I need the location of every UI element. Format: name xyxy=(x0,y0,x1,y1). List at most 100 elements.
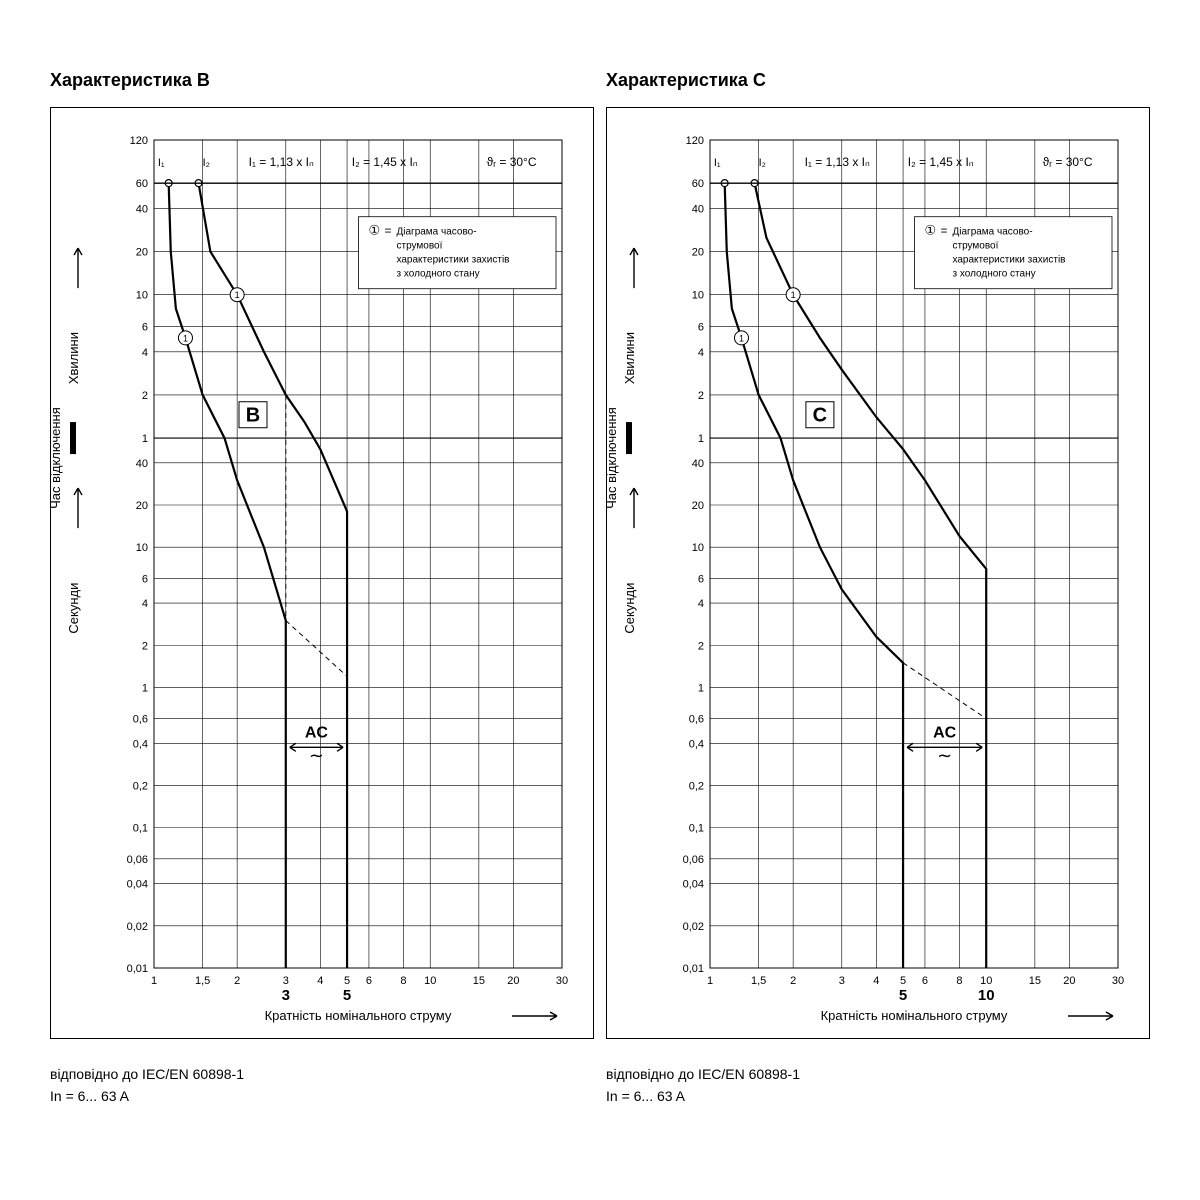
svg-text:10: 10 xyxy=(692,290,704,302)
svg-text:60: 60 xyxy=(136,178,148,190)
svg-text:20: 20 xyxy=(692,500,704,512)
svg-text:Час відключення: Час відключення xyxy=(51,407,63,509)
svg-text:I₁: I₁ xyxy=(158,157,165,169)
svg-chart-b: 11,5234568101520301246102040601200,010,0… xyxy=(51,108,593,1038)
svg-text:①: ① xyxy=(924,223,936,238)
svg-text:8: 8 xyxy=(956,975,962,987)
svg-text:Секунди: Секунди xyxy=(66,583,81,634)
title-b: Характеристика B xyxy=(50,70,594,91)
page: Характеристика B 11,52345681015203012461… xyxy=(0,0,1200,1200)
svg-text:1,5: 1,5 xyxy=(751,975,766,987)
svg-text:6: 6 xyxy=(142,573,148,585)
svg-text:1: 1 xyxy=(235,290,240,300)
svg-text:10: 10 xyxy=(980,975,992,987)
svg-text:40: 40 xyxy=(136,203,148,215)
svg-text:1: 1 xyxy=(698,433,704,445)
svg-text:1: 1 xyxy=(739,333,744,343)
svg-text:4: 4 xyxy=(698,347,704,359)
svg-text:1: 1 xyxy=(791,290,796,300)
svg-text:15: 15 xyxy=(1029,975,1041,987)
svg-text:0,6: 0,6 xyxy=(689,714,704,726)
chart-b: 11,5234568101520301246102040601200,010,0… xyxy=(50,107,594,1039)
panel-b: Характеристика B 11,52345681015203012461… xyxy=(50,70,594,1108)
svg-text:Хвилини: Хвилини xyxy=(622,332,637,384)
svg-text:1,5: 1,5 xyxy=(195,975,210,987)
svg-text:I₁ = 1,13 x Iₙ: I₁ = 1,13 x Iₙ xyxy=(249,155,314,169)
svg-text:20: 20 xyxy=(136,247,148,259)
svg-text:I₂ = 1,45 x Iₙ: I₂ = 1,45 x Iₙ xyxy=(352,155,418,169)
svg-text:0,6: 0,6 xyxy=(133,714,148,726)
svg-text:0,06: 0,06 xyxy=(127,854,148,866)
panel-c: Характеристика C 11,52345681015203012461… xyxy=(606,70,1150,1108)
svg-text:8: 8 xyxy=(400,975,406,987)
svg-text:AC: AC xyxy=(305,724,329,741)
svg-text:4: 4 xyxy=(142,598,148,610)
svg-text:B: B xyxy=(246,405,260,427)
footer-b-line2: In = 6... 63 A xyxy=(50,1085,594,1107)
panels-row: Характеристика B 11,52345681015203012461… xyxy=(0,0,1200,1108)
svg-text:120: 120 xyxy=(130,135,148,147)
svg-text:3: 3 xyxy=(282,987,290,1004)
svg-text:10: 10 xyxy=(424,975,436,987)
footer-c-line2: In = 6... 63 A xyxy=(606,1085,1150,1107)
svg-text:Час відключення: Час відключення xyxy=(607,407,619,509)
svg-text:5: 5 xyxy=(900,975,906,987)
svg-text:0,01: 0,01 xyxy=(127,963,148,975)
svg-text:∼: ∼ xyxy=(937,745,952,765)
svg-text:2: 2 xyxy=(142,640,148,652)
svg-text:3: 3 xyxy=(283,975,289,987)
svg-text:3: 3 xyxy=(839,975,845,987)
footer-c-line1: відповідно до IEC/EN 60898-1 xyxy=(606,1063,1150,1085)
svg-text:6: 6 xyxy=(922,975,928,987)
svg-text:характеристики захистів: характеристики захистів xyxy=(952,255,1065,266)
svg-chart-c: 11,5234568101520301246102040601200,010,0… xyxy=(607,108,1149,1038)
svg-text:60: 60 xyxy=(692,178,704,190)
svg-text:1: 1 xyxy=(142,682,148,694)
svg-text:6: 6 xyxy=(142,322,148,334)
svg-text:0,04: 0,04 xyxy=(127,879,148,891)
svg-text:40: 40 xyxy=(136,458,148,470)
svg-text:0,2: 0,2 xyxy=(133,781,148,793)
svg-text:5: 5 xyxy=(899,987,907,1004)
svg-text:40: 40 xyxy=(692,458,704,470)
svg-text:1: 1 xyxy=(183,333,188,343)
svg-text:①: ① xyxy=(368,223,380,238)
svg-text:20: 20 xyxy=(507,975,519,987)
footer-c: відповідно до IEC/EN 60898-1 In = 6... 6… xyxy=(606,1063,1150,1108)
svg-text:з холодного стану: з холодного стану xyxy=(396,269,479,280)
svg-text:2: 2 xyxy=(234,975,240,987)
svg-text:10: 10 xyxy=(692,542,704,554)
svg-text:0,4: 0,4 xyxy=(133,738,148,750)
svg-text:0,4: 0,4 xyxy=(689,738,704,750)
svg-text:2: 2 xyxy=(698,390,704,402)
svg-text:1: 1 xyxy=(151,975,157,987)
svg-text:Діаграма часово-: Діаграма часово- xyxy=(952,227,1032,238)
svg-text:ϑᵣ = 30°C: ϑᵣ = 30°C xyxy=(1043,155,1093,169)
svg-text:ϑᵣ = 30°C: ϑᵣ = 30°C xyxy=(487,155,537,169)
svg-text:з холодного стану: з холодного стану xyxy=(952,269,1035,280)
svg-text:40: 40 xyxy=(692,203,704,215)
footer-b: відповідно до IEC/EN 60898-1 In = 6... 6… xyxy=(50,1063,594,1108)
svg-text:AC: AC xyxy=(933,724,957,741)
svg-text:6: 6 xyxy=(366,975,372,987)
svg-text:∼: ∼ xyxy=(309,745,324,765)
svg-text:0,2: 0,2 xyxy=(689,781,704,793)
title-c: Характеристика C xyxy=(606,70,1150,91)
svg-text:0,06: 0,06 xyxy=(683,854,704,866)
svg-text:Хвилини: Хвилини xyxy=(66,332,81,384)
svg-text:I₂: I₂ xyxy=(203,157,210,169)
svg-text:6: 6 xyxy=(698,573,704,585)
svg-text:10: 10 xyxy=(136,290,148,302)
svg-text:20: 20 xyxy=(136,500,148,512)
svg-text:30: 30 xyxy=(1112,975,1124,987)
svg-text:1: 1 xyxy=(707,975,713,987)
svg-text:6: 6 xyxy=(698,322,704,334)
svg-text:I₁ = 1,13 x Iₙ: I₁ = 1,13 x Iₙ xyxy=(805,155,870,169)
footer-b-line1: відповідно до IEC/EN 60898-1 xyxy=(50,1063,594,1085)
svg-text:Секунди: Секунди xyxy=(622,583,637,634)
svg-text:2: 2 xyxy=(790,975,796,987)
svg-text:Кратність номінального струму: Кратність номінального струму xyxy=(265,1008,452,1023)
svg-text:0,02: 0,02 xyxy=(683,921,704,933)
svg-text:струмової: струмової xyxy=(952,241,998,252)
svg-text:0,04: 0,04 xyxy=(683,879,704,891)
